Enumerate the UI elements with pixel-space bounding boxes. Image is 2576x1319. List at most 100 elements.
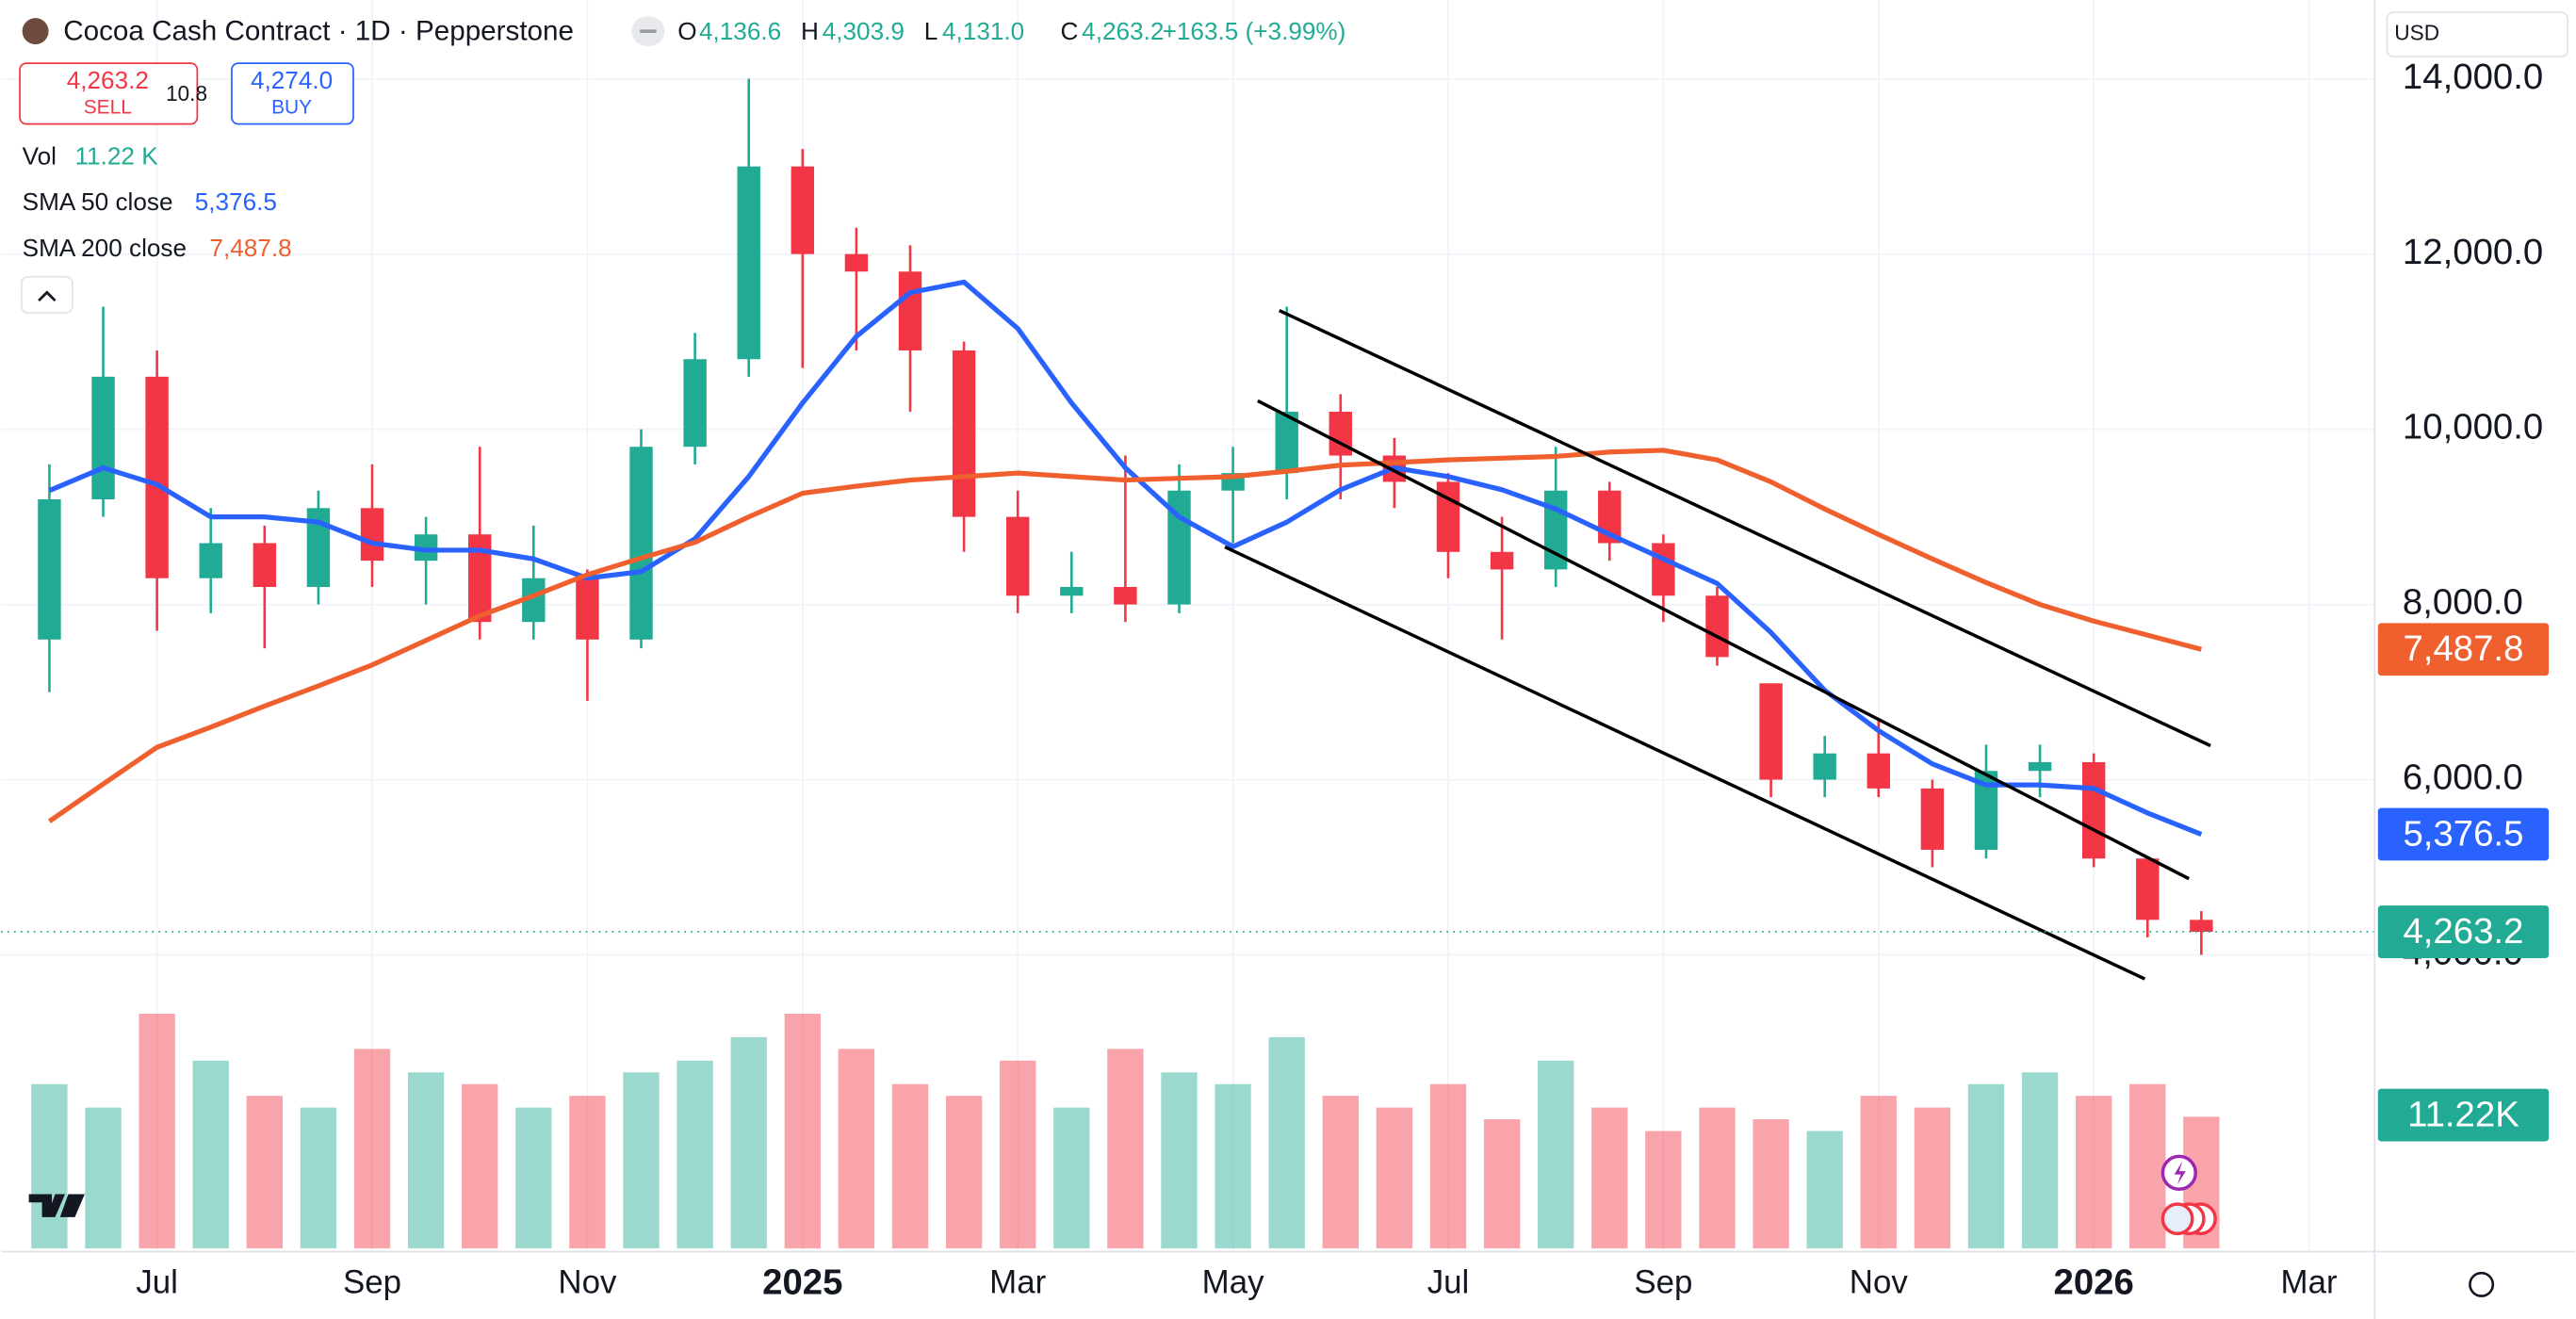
candle-body (898, 271, 922, 350)
price-tag (2377, 807, 2550, 861)
sma-line (47, 448, 2203, 823)
x-tick-label: Jul (136, 1264, 178, 1301)
price-tag (2377, 1088, 2550, 1142)
sma50-legend-value: 5,376.5 (195, 187, 277, 216)
volume-bar (2021, 1072, 2059, 1249)
volume-bar (838, 1049, 875, 1249)
volume-bar (407, 1072, 445, 1249)
volume-bar (1215, 1083, 1251, 1249)
x-tick-label: Mar (989, 1264, 1046, 1301)
volume-bar (31, 1083, 68, 1249)
volume-bar (1429, 1083, 1467, 1249)
candle-body (253, 543, 277, 587)
volume-legend-value: 11.22 K (74, 141, 158, 170)
volume-bar (1538, 1060, 1574, 1249)
spread: 10.8 (166, 81, 207, 106)
candle-body (1275, 412, 1298, 474)
calendar-icon[interactable] (2160, 1202, 2194, 1236)
volume-bar (139, 1013, 175, 1249)
candle-body (91, 376, 115, 500)
y-tick-label: 6,000.0 (2403, 757, 2523, 798)
price-tag-label: 5,376.5 (2403, 813, 2523, 854)
candle-body (1490, 551, 1514, 570)
y-tick-label: 8,000.0 (2403, 582, 2523, 623)
x-tick-label: Sep (343, 1264, 401, 1301)
price-tag-label: 11.22K (2407, 1094, 2519, 1134)
sma200-legend-value: 7,487.8 (209, 234, 291, 262)
grid (0, 0, 2375, 1252)
candle-body (2190, 920, 2213, 933)
buy-price: 4,274.0 (251, 66, 333, 94)
volume-bar (1376, 1107, 1413, 1249)
candle-body (1813, 753, 1836, 780)
volume-bar (246, 1096, 284, 1249)
candle-body (360, 508, 384, 562)
sell-button[interactable] (19, 62, 199, 125)
currency-select[interactable] (2386, 11, 2569, 58)
volume-bar (1322, 1096, 1359, 1249)
y-tick-label: 12,000.0 (2403, 232, 2543, 272)
open-label: O (677, 17, 696, 45)
candle-body (683, 359, 707, 448)
x-tick-label: Nov (558, 1264, 617, 1301)
price-tag-label: 4,263.2 (2403, 911, 2523, 952)
y-tick-label: 14,000.0 (2403, 57, 2543, 97)
change-value: +163.5 (+3.99%) (1163, 17, 1346, 45)
candle-body (145, 376, 169, 578)
currency: USD (2394, 21, 2439, 45)
volume-bar (1645, 1131, 1682, 1249)
volume-bar (623, 1072, 660, 1249)
volume-bar (1914, 1107, 1951, 1249)
candle-body (576, 578, 599, 640)
volume-bar (1107, 1049, 1144, 1249)
volume-bar (1483, 1119, 1521, 1249)
buy-button[interactable] (231, 62, 354, 125)
collapse-icon (38, 290, 57, 302)
candle-body (791, 166, 815, 254)
high-label: H (801, 17, 819, 45)
low-value: 4,131.0 (942, 17, 1024, 45)
status-icon (640, 29, 657, 33)
price-pane (0, 78, 2375, 981)
volume-bar (891, 1083, 929, 1249)
sell-label: SELL (84, 97, 132, 119)
sma50-legend-name: SMA 50 close (23, 187, 173, 216)
trend-line (1224, 546, 2146, 981)
sell-price: 4,263.2 (67, 66, 149, 94)
volume-bar (784, 1013, 821, 1249)
volume-bar (1591, 1107, 1628, 1249)
volume-pane (31, 1013, 2220, 1249)
volume-bar (1053, 1107, 1090, 1249)
trend-line (1257, 399, 2191, 881)
buy-label: BUY (271, 97, 312, 119)
candle-body (1436, 481, 1460, 552)
candle-body (1005, 516, 1030, 596)
x-tick-label: 2026 (2054, 1262, 2134, 1303)
symbol-logo (22, 18, 49, 45)
trend-line (1278, 308, 2211, 748)
x-tick-label: Jul (1427, 1264, 1470, 1301)
volume-legend-name: Vol (23, 141, 57, 170)
high-value: 4,303.9 (823, 17, 905, 45)
candle-body (629, 447, 653, 640)
volume-bar (192, 1060, 229, 1249)
volume-bar (945, 1096, 983, 1249)
collapse-button[interactable] (20, 275, 73, 315)
settings-icon[interactable] (2469, 1271, 2495, 1297)
x-tick-label: Sep (1634, 1264, 1692, 1301)
volume-bar (2129, 1083, 2166, 1249)
candle-body (844, 253, 869, 272)
volume-bar (1753, 1119, 1789, 1249)
candle-body (1759, 683, 1783, 780)
volume-bar (2075, 1096, 2112, 1249)
volume-bar (515, 1107, 552, 1249)
header: Cocoa Cash Contract · 1D · Pepperstone O… (19, 11, 2569, 1297)
candle-body (199, 543, 222, 578)
sma200-legend-name: SMA 200 close (23, 234, 187, 262)
volume-bar (569, 1096, 606, 1249)
volume-bar (1268, 1036, 1305, 1249)
x-tick-label: Nov (1850, 1264, 1909, 1301)
candle-body (2081, 761, 2106, 859)
